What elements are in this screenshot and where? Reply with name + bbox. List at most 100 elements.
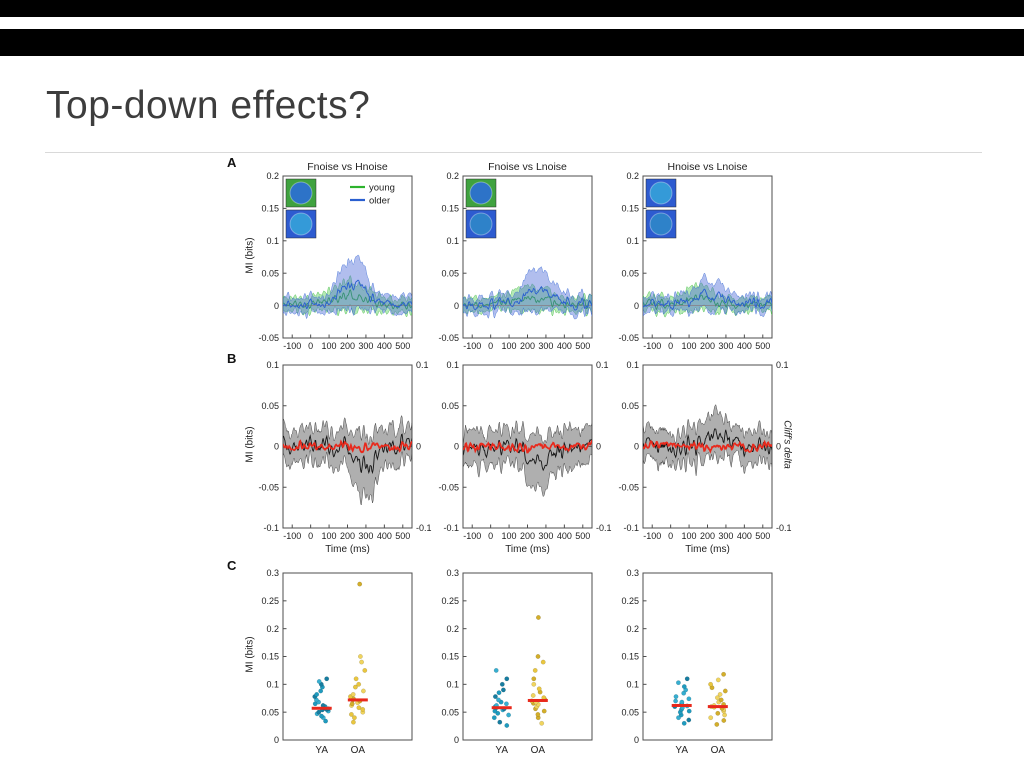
y-tick-label: 0.2: [446, 171, 459, 181]
data-point-YA: [673, 698, 678, 704]
data-point-OA: [536, 615, 541, 620]
data-point-OA: [531, 676, 537, 682]
data-point-OA: [541, 708, 547, 714]
x-tick-label: 500: [575, 531, 590, 541]
data-point-YA: [679, 699, 685, 705]
x-tick-label: -100: [643, 531, 661, 541]
data-point-OA: [359, 659, 364, 665]
data-point-OA: [532, 668, 538, 673]
x-axis-label: Time (ms): [505, 544, 550, 555]
data-point-OA: [353, 676, 359, 682]
median-line-YA: [491, 706, 512, 710]
series-line-older: [283, 279, 412, 310]
data-point-OA: [357, 581, 363, 587]
x-tick-label: -100: [283, 341, 301, 351]
x-tick-label: 100: [682, 341, 697, 351]
data-point-OA: [714, 722, 720, 727]
y-tick-label: 0: [634, 735, 639, 745]
data-point-OA: [539, 720, 545, 726]
data-point-YA: [681, 720, 687, 726]
panel-label-a: A: [227, 155, 237, 170]
y-tick-label: -0.1: [623, 523, 639, 533]
x-tick-label: 500: [395, 341, 410, 351]
legend-label-older: older: [369, 196, 390, 207]
x-tick-label: 400: [737, 341, 752, 351]
y-tick-label: 0: [454, 442, 459, 452]
plot-box: [462, 572, 593, 741]
x-tick-label: 500: [755, 531, 770, 541]
y-tick-label: 0.3: [626, 568, 639, 578]
chart-C3: 0 0.05 0.1 0.15 0.2 0.25 0.3 YA OA: [621, 568, 773, 756]
y-tick-label: -0.05: [438, 333, 459, 343]
data-point-YA: [492, 694, 498, 699]
series-line-older: [643, 288, 772, 311]
data-point-YA: [504, 676, 510, 682]
data-point-OA: [715, 695, 720, 701]
data-point-YA: [324, 676, 330, 682]
right-tick-label: 0.1: [596, 360, 609, 370]
x-tick-label: 500: [575, 341, 590, 351]
median-line-YA: [671, 703, 692, 707]
chart-A1: Fnoise vs Hnoise -0.05 0 0.05 0.1 0.15 0.2 -100…: [258, 161, 413, 351]
data-point-OA: [352, 684, 358, 690]
plot-series: [643, 272, 772, 318]
plot-title: Fnoise vs Lnoise: [488, 161, 567, 173]
data-point-OA: [721, 671, 726, 677]
x-tick-label: 300: [538, 341, 553, 351]
x-tick-label: 300: [718, 531, 733, 541]
category-label-YA: YA: [675, 745, 688, 756]
x-tick-label: 0: [308, 341, 313, 351]
y-tick-label: -0.05: [258, 482, 279, 492]
y-tick-label: -0.1: [443, 523, 459, 533]
median-line-OA: [527, 698, 548, 702]
y-tick-label: 0.2: [446, 624, 459, 634]
data-point-OA: [530, 693, 536, 698]
x-tick-label: 300: [358, 341, 373, 351]
x-tick-label: 300: [718, 341, 733, 351]
plot-series: [283, 414, 412, 506]
data-point-YA: [497, 719, 503, 725]
data-point-OA: [531, 681, 537, 687]
y-tick-label: -0.05: [438, 482, 459, 492]
data-point-YA: [686, 717, 692, 723]
y-tick-label: 0.15: [261, 652, 279, 662]
y-tick-label: 0.2: [626, 171, 639, 181]
median-line-OA: [347, 698, 368, 702]
series-line-young-older difference: [283, 433, 412, 475]
data-point-OA: [356, 681, 362, 687]
plot-series: [463, 420, 592, 498]
chart-B1: -0.1 -0.05 0 0.05 0.1 -0.1 0 0.1 -100 0 100 200 300 4…: [258, 360, 431, 555]
y-tick-label: 0.05: [261, 268, 279, 278]
x-tick-label: 200: [520, 531, 535, 541]
data-point-OA: [536, 686, 542, 692]
y-tick-label: 0.1: [626, 236, 639, 246]
legend-label-young: young: [369, 183, 395, 194]
y-tick-label: -0.05: [258, 333, 279, 343]
series-line-older: [463, 285, 592, 311]
chart-C1: 0 0.05 0.1 0.15 0.2 0.25 0.3 YA OA: [261, 568, 413, 756]
data-point-YA: [316, 709, 322, 715]
y-tick-label: 0.05: [441, 268, 459, 278]
data-point-OA: [717, 692, 723, 697]
y-tick-label: 0.15: [621, 652, 639, 662]
y-tick-label: 0.1: [446, 680, 459, 690]
plot-series: [671, 671, 728, 727]
right-tick-label: 0: [596, 442, 601, 452]
y-tick-label: 0.05: [621, 268, 639, 278]
plot-series: [463, 266, 592, 320]
x-tick-label: 400: [557, 341, 572, 351]
data-point-OA: [356, 705, 362, 711]
x-tick-label: 100: [322, 531, 337, 541]
chart-B3: -0.1 -0.05 0 0.05 0.1 -0.1 0 0.1 -100 0 100 200 300 4…: [618, 360, 791, 555]
data-point-YA: [314, 692, 320, 697]
data-point-OA: [362, 668, 368, 673]
data-point-YA: [318, 688, 324, 694]
x-tick-label: -100: [463, 341, 481, 351]
data-point-YA: [686, 708, 692, 714]
data-point-YA: [316, 679, 322, 684]
data-point-OA: [348, 712, 354, 717]
data-point-YA: [686, 696, 692, 702]
y-tick-label: 0.05: [621, 401, 639, 411]
y-tick-label: 0.05: [621, 707, 639, 717]
x-tick-label: 0: [488, 531, 493, 541]
